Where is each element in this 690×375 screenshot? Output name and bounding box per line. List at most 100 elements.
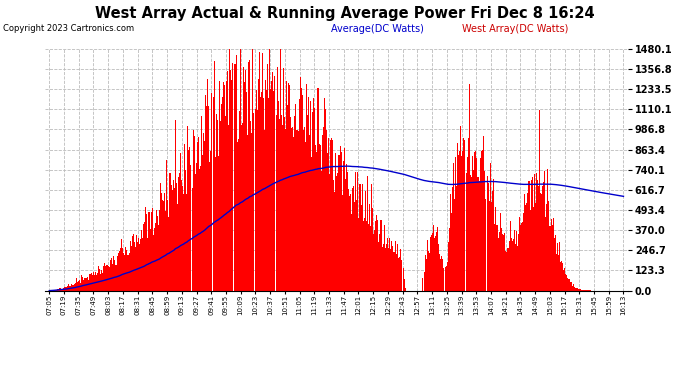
Bar (579, 289, 580, 291)
Bar (78, 281, 79, 291)
Bar (505, 251, 506, 291)
Bar (174, 188, 175, 291)
Bar (484, 171, 486, 291)
Bar (210, 151, 211, 291)
Bar (177, 204, 178, 291)
Bar (492, 192, 493, 291)
Bar (186, 194, 187, 291)
Bar (319, 144, 321, 291)
Bar (146, 214, 148, 291)
Bar (344, 148, 345, 291)
Bar (86, 277, 88, 291)
Bar (322, 135, 323, 291)
Bar (506, 252, 507, 291)
Bar (302, 95, 303, 291)
Bar (241, 125, 242, 291)
Bar (395, 241, 396, 291)
Bar (536, 173, 537, 291)
Bar (67, 286, 68, 291)
Bar (277, 101, 279, 291)
Bar (183, 194, 184, 291)
Bar (377, 220, 378, 291)
Bar (124, 255, 126, 291)
Bar (307, 116, 308, 291)
Bar (519, 217, 520, 291)
Bar (365, 191, 366, 291)
Bar (192, 188, 193, 291)
Bar (62, 289, 63, 291)
Bar (135, 247, 136, 291)
Bar (197, 142, 198, 291)
Bar (309, 135, 310, 291)
Bar (69, 286, 70, 291)
Bar (342, 195, 343, 291)
Bar (376, 216, 377, 291)
Bar (516, 231, 517, 291)
Bar (497, 225, 498, 291)
Bar (255, 90, 257, 291)
Bar (565, 274, 566, 291)
Bar (442, 259, 444, 291)
Bar (349, 196, 350, 291)
Bar (330, 140, 331, 291)
Bar (172, 180, 174, 291)
Bar (453, 163, 454, 291)
Bar (275, 115, 277, 291)
Bar (108, 267, 110, 291)
Bar (137, 242, 138, 291)
Bar (569, 279, 571, 291)
Bar (545, 217, 546, 291)
Bar (295, 104, 297, 291)
Bar (541, 194, 542, 291)
Bar (375, 221, 376, 291)
Bar (242, 123, 243, 291)
Bar (482, 150, 483, 291)
Bar (575, 288, 577, 291)
Bar (59, 288, 60, 291)
Bar (199, 169, 200, 291)
Bar (326, 130, 327, 291)
Bar (265, 80, 266, 291)
Bar (510, 221, 511, 291)
Bar (106, 265, 108, 291)
Bar (188, 150, 189, 291)
Bar (366, 221, 367, 291)
Bar (364, 218, 365, 291)
Bar (116, 265, 117, 291)
Bar (583, 290, 584, 291)
Bar (80, 283, 81, 291)
Bar (301, 88, 302, 291)
Bar (158, 225, 159, 291)
Bar (266, 90, 267, 291)
Bar (96, 275, 97, 291)
Bar (561, 261, 562, 291)
Bar (478, 177, 479, 291)
Bar (501, 228, 502, 291)
Bar (194, 136, 195, 291)
Bar (251, 132, 253, 291)
Bar (496, 225, 497, 291)
Bar (209, 162, 210, 291)
Bar (444, 267, 446, 291)
Bar (370, 226, 371, 291)
Bar (233, 64, 235, 291)
Bar (271, 81, 273, 291)
Bar (259, 97, 261, 291)
Bar (432, 232, 433, 291)
Bar (227, 71, 228, 291)
Bar (434, 238, 435, 291)
Bar (144, 222, 146, 291)
Bar (426, 240, 428, 291)
Bar (557, 243, 558, 291)
Bar (64, 288, 66, 291)
Bar (303, 130, 304, 291)
Bar (547, 169, 549, 291)
Bar (498, 238, 499, 291)
Bar (141, 230, 142, 291)
Bar (581, 290, 582, 291)
Bar (509, 241, 510, 291)
Bar (115, 265, 116, 291)
Bar (355, 172, 356, 291)
Bar (288, 83, 289, 291)
Bar (468, 138, 469, 291)
